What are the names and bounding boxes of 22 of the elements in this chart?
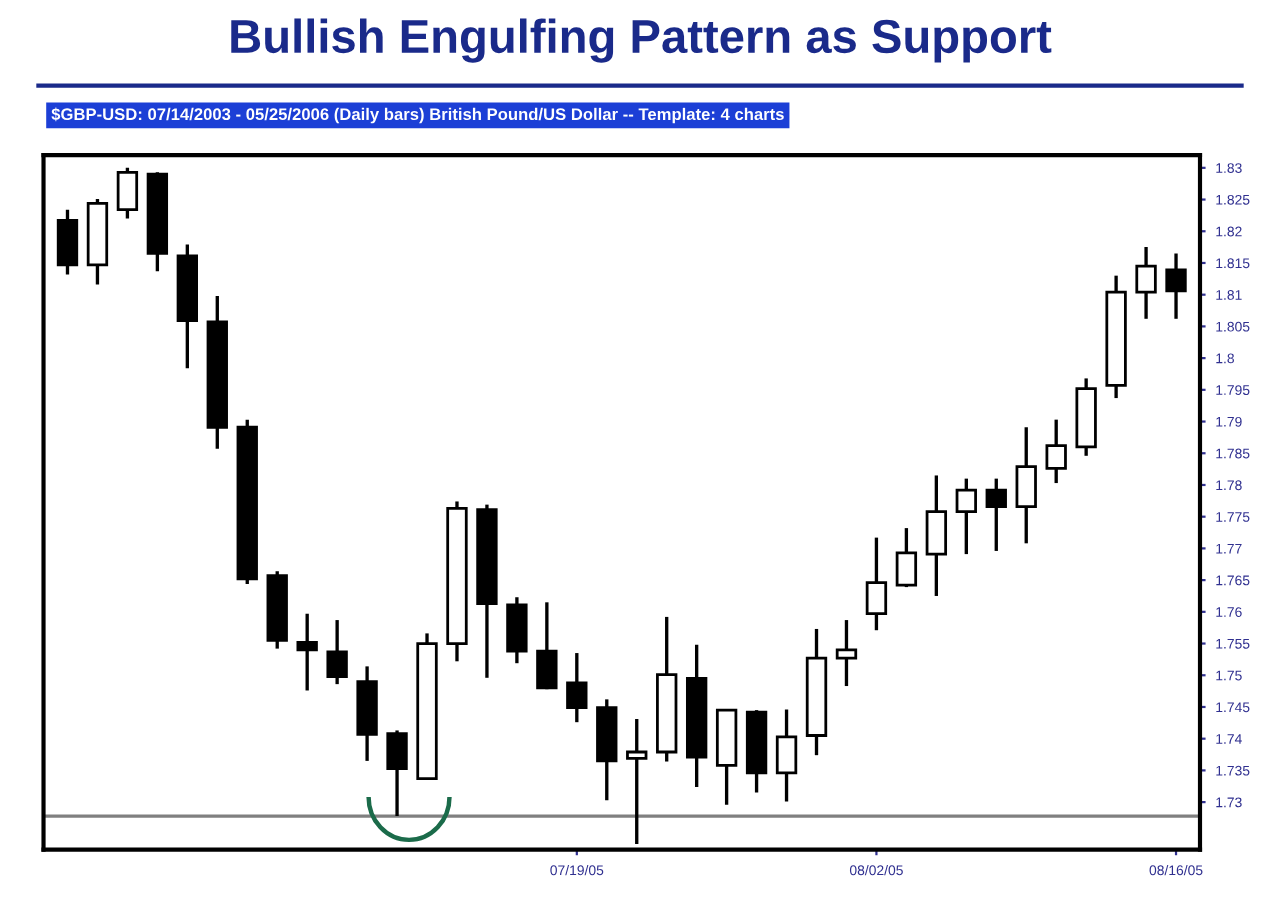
- candlestick: [626, 717, 648, 846]
- candlestick: [116, 166, 139, 221]
- chart-title: Bullish Engulfing Pattern as Support: [231, 18, 1052, 63]
- candlestick: [1135, 245, 1157, 321]
- candlestick: [895, 526, 918, 589]
- candlestick: [865, 535, 888, 632]
- candlestick: [835, 618, 858, 688]
- chart-subtitle: $GBP-USD: 07/14/2003 - 05/25/2006 (Daily bars) British Pound/US Dollar -- Template: 4 charts: [51, 107, 784, 124]
- candlestick: [56, 208, 79, 277]
- candlestick: [536, 600, 558, 691]
- candlestick: [1165, 251, 1187, 321]
- candlestick: [296, 612, 318, 693]
- candlestick: [1015, 425, 1037, 545]
- candlestick: [506, 595, 528, 665]
- candlestick: [386, 728, 408, 818]
- candlestick: [775, 707, 798, 804]
- candlestick: [566, 651, 588, 724]
- candlestick: [925, 473, 948, 598]
- candlestick: [1045, 417, 1067, 485]
- candlestick: [955, 476, 977, 556]
- candlestick: [326, 618, 348, 686]
- candlestick: [985, 476, 1007, 553]
